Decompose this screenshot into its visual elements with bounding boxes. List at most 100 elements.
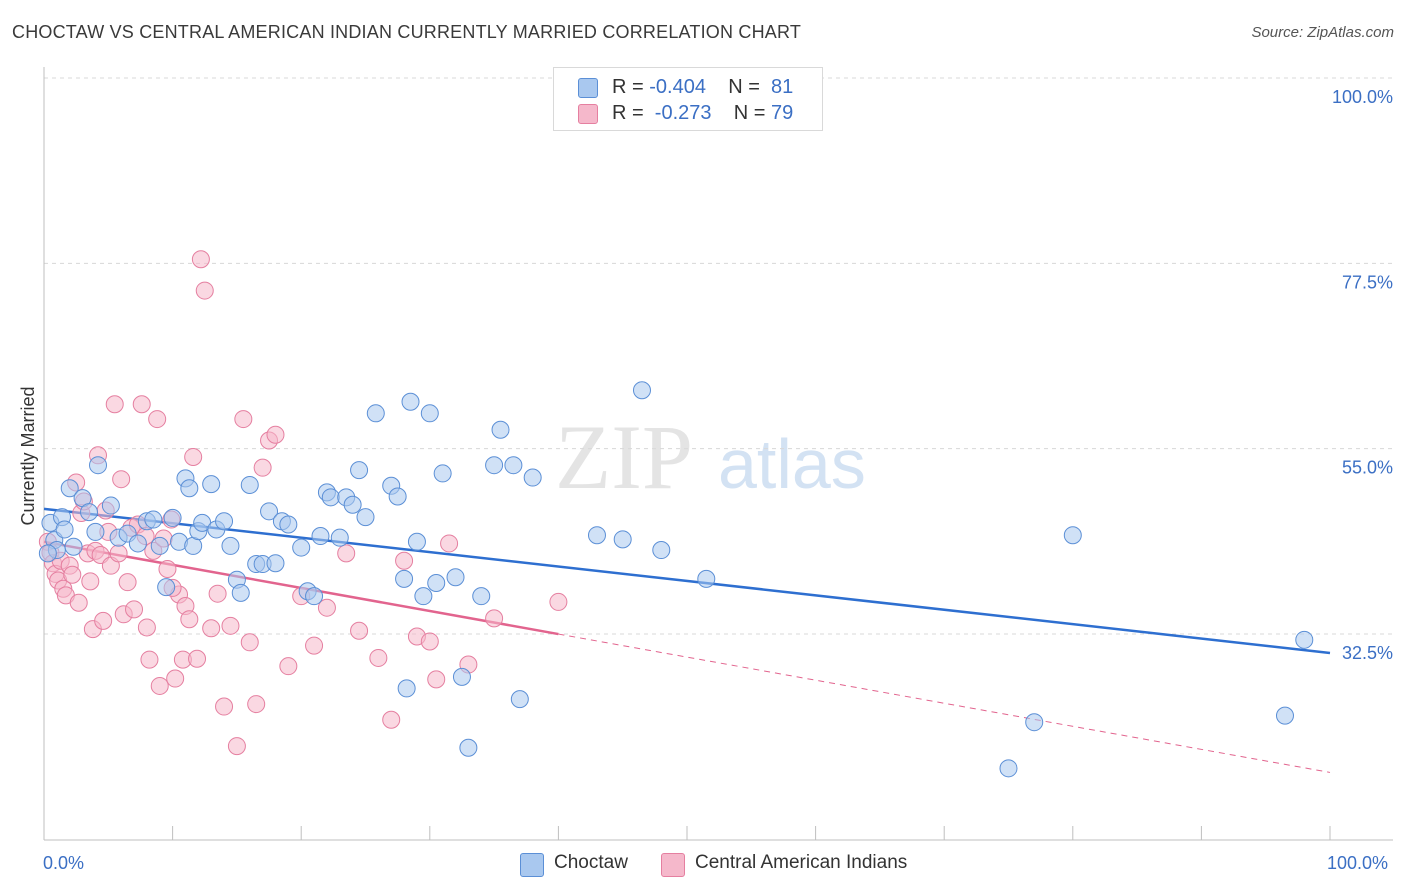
data-point-choctaw: [510, 690, 529, 709]
data-point-choctaw: [472, 587, 491, 606]
data-point-choctaw: [485, 456, 504, 475]
watermark-atlas: atlas: [718, 425, 866, 503]
data-point-cai: [118, 573, 137, 592]
legend-n-value: 81: [771, 76, 794, 98]
legend-row-choctaw: R = -0.404 N = 81: [578, 76, 793, 100]
trend-line-cai-dashed: [558, 633, 1331, 773]
data-point-choctaw: [86, 522, 105, 541]
legend-r-value: -0.273: [649, 102, 712, 124]
data-point-choctaw: [202, 475, 221, 494]
data-point-choctaw: [632, 381, 651, 400]
x-tick-min: 0.0%: [43, 853, 85, 873]
bottom-legend-label-cai: Central American Indians: [695, 852, 908, 873]
data-point-cai: [279, 657, 298, 676]
data-point-choctaw: [1295, 630, 1314, 649]
data-point-cai: [125, 600, 144, 619]
data-point-choctaw: [80, 503, 99, 522]
data-point-cai: [221, 616, 240, 635]
data-point-choctaw: [64, 537, 83, 556]
axes: [43, 67, 1393, 841]
data-point-cai: [81, 572, 100, 591]
data-point-cai: [188, 649, 207, 668]
data-point-cai: [485, 609, 504, 628]
source-note: Source: ZipAtlas.com: [1251, 24, 1394, 41]
data-point-cai: [208, 584, 227, 603]
data-point-choctaw: [343, 495, 362, 514]
data-point-cai: [166, 669, 185, 688]
data-point-cai: [369, 648, 388, 667]
data-point-choctaw: [350, 461, 369, 480]
data-point-choctaw: [311, 527, 330, 546]
data-point-choctaw: [999, 759, 1018, 778]
data-point-cai: [234, 410, 253, 429]
data-point-cai: [94, 611, 113, 630]
bottom-legend-label-choctaw: Choctaw: [554, 852, 628, 873]
data-point-choctaw: [101, 496, 120, 515]
data-point-choctaw: [395, 569, 414, 588]
data-point-choctaw: [452, 667, 471, 686]
data-point-choctaw: [221, 536, 240, 555]
data-point-choctaw: [697, 569, 716, 588]
data-point-choctaw: [260, 502, 279, 521]
chart-title: CHOCTAW VS CENTRAL AMERICAN INDIAN CURRE…: [12, 22, 802, 42]
data-point-choctaw: [504, 456, 523, 475]
data-point-choctaw: [401, 392, 420, 411]
data-point-choctaw: [55, 520, 74, 539]
legend-n-label: N =: [733, 102, 771, 124]
data-point-cai: [395, 551, 414, 570]
data-point-choctaw: [60, 479, 79, 498]
data-point-choctaw: [652, 541, 671, 560]
data-point-cai: [109, 544, 128, 563]
data-point-choctaw: [420, 404, 439, 423]
legend-r-value: -0.404: [649, 76, 706, 98]
data-points: [38, 250, 1314, 778]
data-point-choctaw: [587, 526, 606, 545]
data-point-choctaw: [279, 515, 298, 534]
grid-lines: [44, 77, 1393, 635]
data-point-choctaw: [215, 512, 234, 531]
data-point-cai: [105, 395, 124, 414]
legend-row-cai: R = -0.273 N = 79: [578, 102, 793, 126]
data-point-choctaw: [144, 510, 163, 529]
data-point-choctaw: [89, 456, 108, 475]
x-tick-max: 100.0%: [1327, 853, 1389, 873]
y-tick-label: 32.5%: [1342, 643, 1393, 663]
data-point-cai: [440, 534, 459, 553]
legend-r-label: R =: [612, 76, 650, 98]
trend-line-choctaw: [43, 507, 1331, 655]
data-point-cai: [150, 676, 169, 695]
data-point-choctaw: [366, 404, 385, 423]
data-point-choctaw: [491, 420, 510, 439]
data-point-choctaw: [128, 534, 147, 553]
data-point-cai: [549, 592, 568, 611]
data-point-cai: [184, 447, 203, 466]
data-point-choctaw: [523, 468, 542, 487]
data-point-choctaw: [240, 475, 259, 494]
data-point-cai: [191, 250, 210, 269]
data-point-cai: [337, 544, 356, 563]
data-point-cai: [140, 650, 159, 669]
y-tick-label: 77.5%: [1342, 272, 1393, 292]
data-point-choctaw: [330, 528, 349, 547]
legend-swatch-choctaw: [578, 78, 598, 98]
data-point-choctaw: [414, 587, 433, 606]
data-point-cai: [227, 737, 246, 756]
bottom-legend-swatch-choctaw: [520, 853, 544, 877]
bottom-legend-swatch-cai: [661, 853, 685, 877]
data-point-cai: [158, 559, 177, 578]
data-point-choctaw: [1063, 526, 1082, 545]
data-point-cai: [305, 636, 324, 655]
legend-n-value: 79: [771, 102, 794, 124]
data-point-cai: [427, 670, 446, 689]
data-point-choctaw: [38, 544, 57, 563]
data-point-cai: [112, 470, 131, 489]
data-point-cai: [63, 565, 82, 584]
data-point-cai: [180, 610, 199, 629]
y-tick-labels: 100.0% 77.5% 55.0% 32.5%: [1332, 87, 1393, 663]
data-point-choctaw: [1025, 713, 1044, 732]
data-point-cai: [137, 618, 156, 637]
y-axis-label: Currently Married: [18, 386, 38, 525]
data-point-cai: [215, 697, 234, 716]
data-point-cai: [195, 281, 214, 300]
data-point-cai: [350, 621, 369, 640]
